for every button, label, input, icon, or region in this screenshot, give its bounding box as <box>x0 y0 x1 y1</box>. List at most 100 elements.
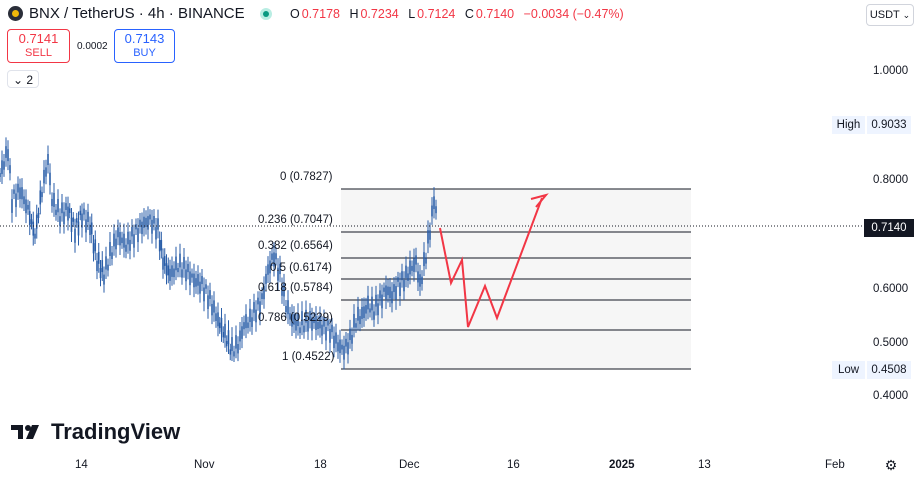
candle-body <box>359 316 361 325</box>
candle-body <box>281 285 283 296</box>
candle-body <box>431 205 433 217</box>
candle-body <box>253 302 255 313</box>
candle-body <box>107 264 109 271</box>
candle-body <box>243 322 245 330</box>
candle-body <box>1 160 3 175</box>
projection-path <box>439 197 543 328</box>
candle-body <box>173 268 175 278</box>
candle-body <box>387 286 389 296</box>
candle-body <box>75 218 78 223</box>
candle-body <box>373 311 375 320</box>
tradingview-logo[interactable]: TradingView <box>11 419 180 445</box>
candle-body <box>131 226 133 237</box>
candle-body <box>113 233 115 247</box>
candle-body <box>145 217 147 228</box>
sell-button[interactable]: 0.7141 SELL <box>7 29 70 63</box>
candle-body <box>195 278 197 287</box>
candle-body <box>153 215 155 224</box>
candle-body <box>101 260 104 273</box>
candle-body <box>369 308 371 313</box>
candle-body <box>123 233 125 248</box>
time-axis[interactable]: 14 Nov 18 Dec 16 2025 13 Feb <box>0 452 862 481</box>
candle-body <box>299 327 301 334</box>
candle-body <box>109 242 111 257</box>
candle-body <box>187 263 189 273</box>
candle-body <box>423 252 425 267</box>
candle-body <box>35 214 38 229</box>
candle-body <box>379 290 381 299</box>
candle-body <box>51 198 53 207</box>
candle-body <box>135 224 137 230</box>
market-status-icon[interactable] <box>260 8 272 20</box>
candle-body <box>9 165 11 174</box>
candle-body <box>15 193 17 208</box>
candle-body <box>7 149 9 162</box>
candle-body <box>225 340 228 347</box>
candle-body <box>309 310 311 321</box>
candle-body <box>213 300 215 313</box>
candle-body <box>105 256 107 270</box>
candle-body <box>17 183 19 193</box>
candle-body <box>403 279 405 292</box>
candle-body <box>419 274 421 287</box>
candle-body <box>289 313 291 320</box>
current-price-tag: 0.7140 <box>864 219 914 237</box>
currency-label: USDT <box>869 9 900 21</box>
price-axis[interactable]: 1.0000 0.8000 0.6000 0.5000 0.4000 <box>862 30 918 450</box>
time-tick: 18 <box>314 459 327 471</box>
fib-label-5: 0.5 (0.6174) <box>270 262 333 274</box>
candle-body <box>251 317 253 327</box>
candle-body <box>181 269 183 278</box>
buy-button[interactable]: 0.7143 BUY <box>114 29 175 63</box>
candle-body <box>321 324 323 336</box>
candle-body <box>409 260 411 275</box>
candle-body <box>265 273 267 284</box>
candle-body <box>267 264 269 275</box>
candle-body <box>417 271 419 283</box>
candle-body <box>39 190 42 205</box>
currency-selector[interactable]: USDT ⌄ <box>866 4 914 26</box>
indicators-collapse-button[interactable]: ⌄ 2 <box>7 70 39 88</box>
candle-body <box>235 335 237 349</box>
low-tag-label: Low <box>832 361 865 379</box>
gear-icon[interactable]: ⚙ <box>884 457 898 473</box>
candle-body <box>74 228 76 243</box>
candle-body <box>220 317 223 332</box>
candle-body <box>127 231 129 245</box>
candle-body <box>209 290 211 299</box>
candle-body <box>117 227 119 238</box>
candle-body <box>183 256 185 269</box>
candle-body <box>329 328 331 343</box>
candle-body <box>37 213 40 218</box>
candle-body <box>381 294 383 309</box>
candle-body <box>218 322 221 329</box>
candle-body <box>103 274 105 285</box>
symbol-title[interactable]: BNX / TetherUS · 4h · BINANCE <box>8 5 245 22</box>
candle-body <box>89 224 91 235</box>
candle-body <box>339 339 341 354</box>
candle-body <box>27 204 29 210</box>
candle-body <box>377 303 379 316</box>
candle-body <box>277 267 279 281</box>
candle-body <box>273 252 275 267</box>
candle-body <box>19 187 21 199</box>
candle-body <box>435 206 437 214</box>
candle-body <box>361 306 363 319</box>
candle-body <box>151 219 153 234</box>
candle-body <box>333 335 335 349</box>
candle-body <box>201 276 203 285</box>
candle-body <box>45 167 47 177</box>
candle-body <box>303 325 305 333</box>
candle-body <box>158 240 161 252</box>
price-tick: 0.6000 <box>873 283 909 295</box>
candle-body <box>63 211 65 225</box>
candle-body <box>129 239 131 251</box>
candle-body <box>429 230 431 240</box>
buy-label: BUY <box>133 47 156 59</box>
candle-body <box>111 252 113 259</box>
candle-body <box>222 331 225 338</box>
fib-label-786: 0.786 (0.5229) <box>258 312 333 324</box>
fib-label-382: 0.382 (0.6564) <box>258 240 333 252</box>
candle-body <box>224 323 226 338</box>
